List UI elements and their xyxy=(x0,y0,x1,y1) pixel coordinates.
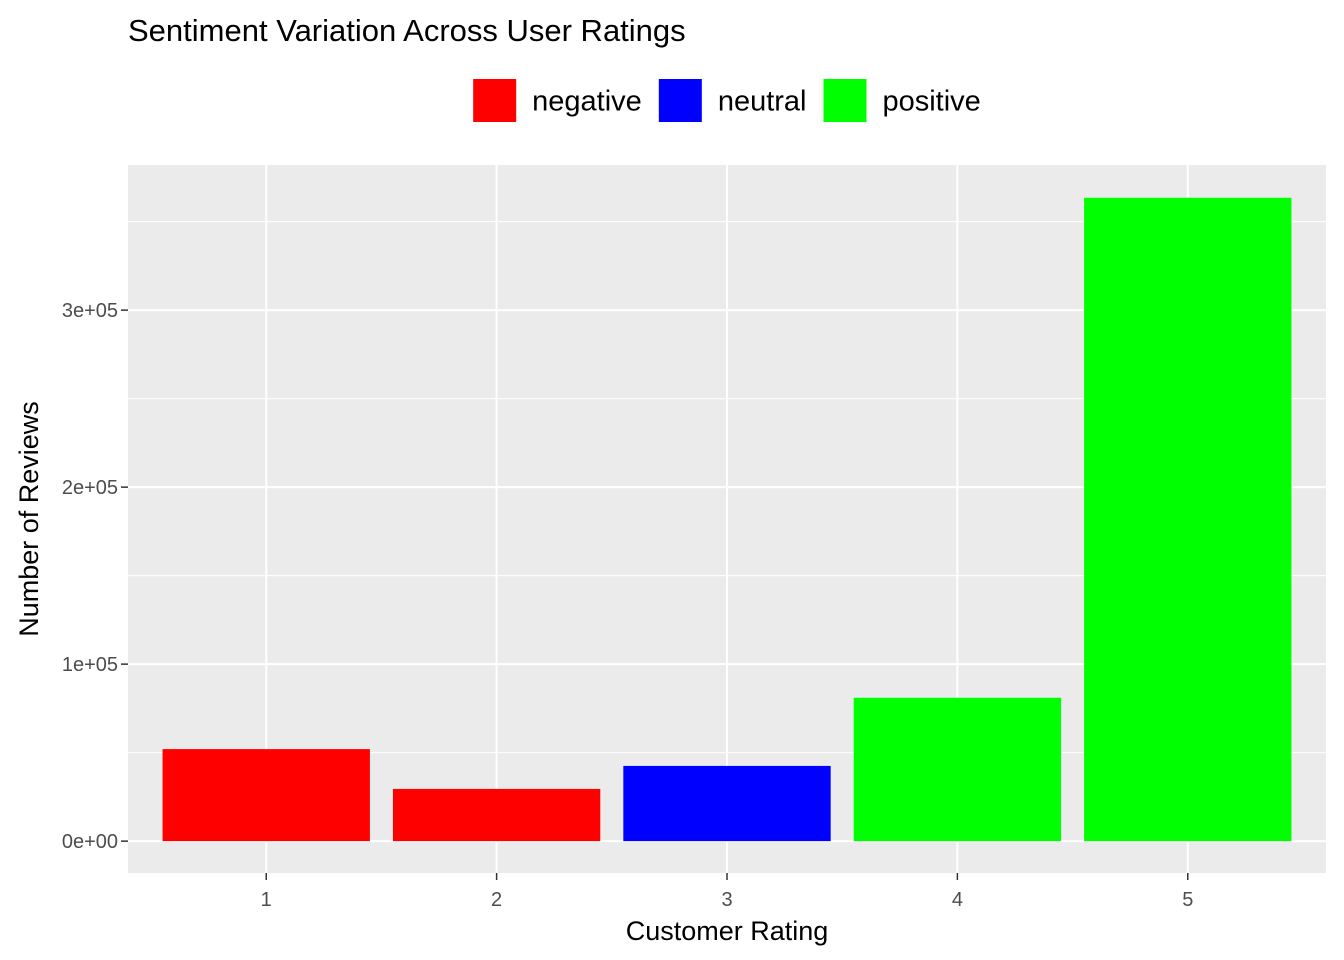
x-axis: 1 2 3 4 5 xyxy=(261,873,1193,911)
legend-item-neutral: neutral xyxy=(658,79,807,122)
x-tick-label: 4 xyxy=(952,889,963,911)
bar-rating-1 xyxy=(162,749,370,842)
legend-label-positive: positive xyxy=(882,86,980,118)
y-axis-title: Number of Reviews xyxy=(14,401,44,637)
legend-key-negative xyxy=(473,79,517,122)
x-tick-label: 3 xyxy=(721,889,732,911)
legend-key-neutral xyxy=(658,79,702,122)
legend-item-positive: positive xyxy=(823,79,981,122)
legend-label-neutral: neutral xyxy=(718,86,807,118)
legend-key-positive xyxy=(823,79,867,122)
x-axis-title: Customer Rating xyxy=(626,916,829,946)
legend-label-negative: negative xyxy=(532,86,642,118)
x-tick-label: 2 xyxy=(491,889,502,911)
bar-rating-4 xyxy=(853,697,1062,842)
y-tick-label: 1e+05 xyxy=(62,654,118,676)
bar-rating-2 xyxy=(392,788,601,842)
y-tick-label: 2e+05 xyxy=(62,477,118,499)
x-tick-label: 1 xyxy=(261,889,272,911)
legend: negative neutral positive xyxy=(473,79,981,122)
y-axis: 0e+00 1e+05 2e+05 3e+05 xyxy=(62,300,128,853)
x-tick-label: 5 xyxy=(1182,889,1193,911)
bar-rating-3 xyxy=(623,765,831,842)
bars xyxy=(162,197,1292,842)
y-tick-label: 3e+05 xyxy=(62,300,118,322)
bar-rating-5 xyxy=(1084,197,1292,842)
legend-item-negative: negative xyxy=(473,79,642,122)
y-tick-label: 0e+00 xyxy=(62,831,118,853)
chart-title: Sentiment Variation Across User Ratings xyxy=(128,13,686,48)
